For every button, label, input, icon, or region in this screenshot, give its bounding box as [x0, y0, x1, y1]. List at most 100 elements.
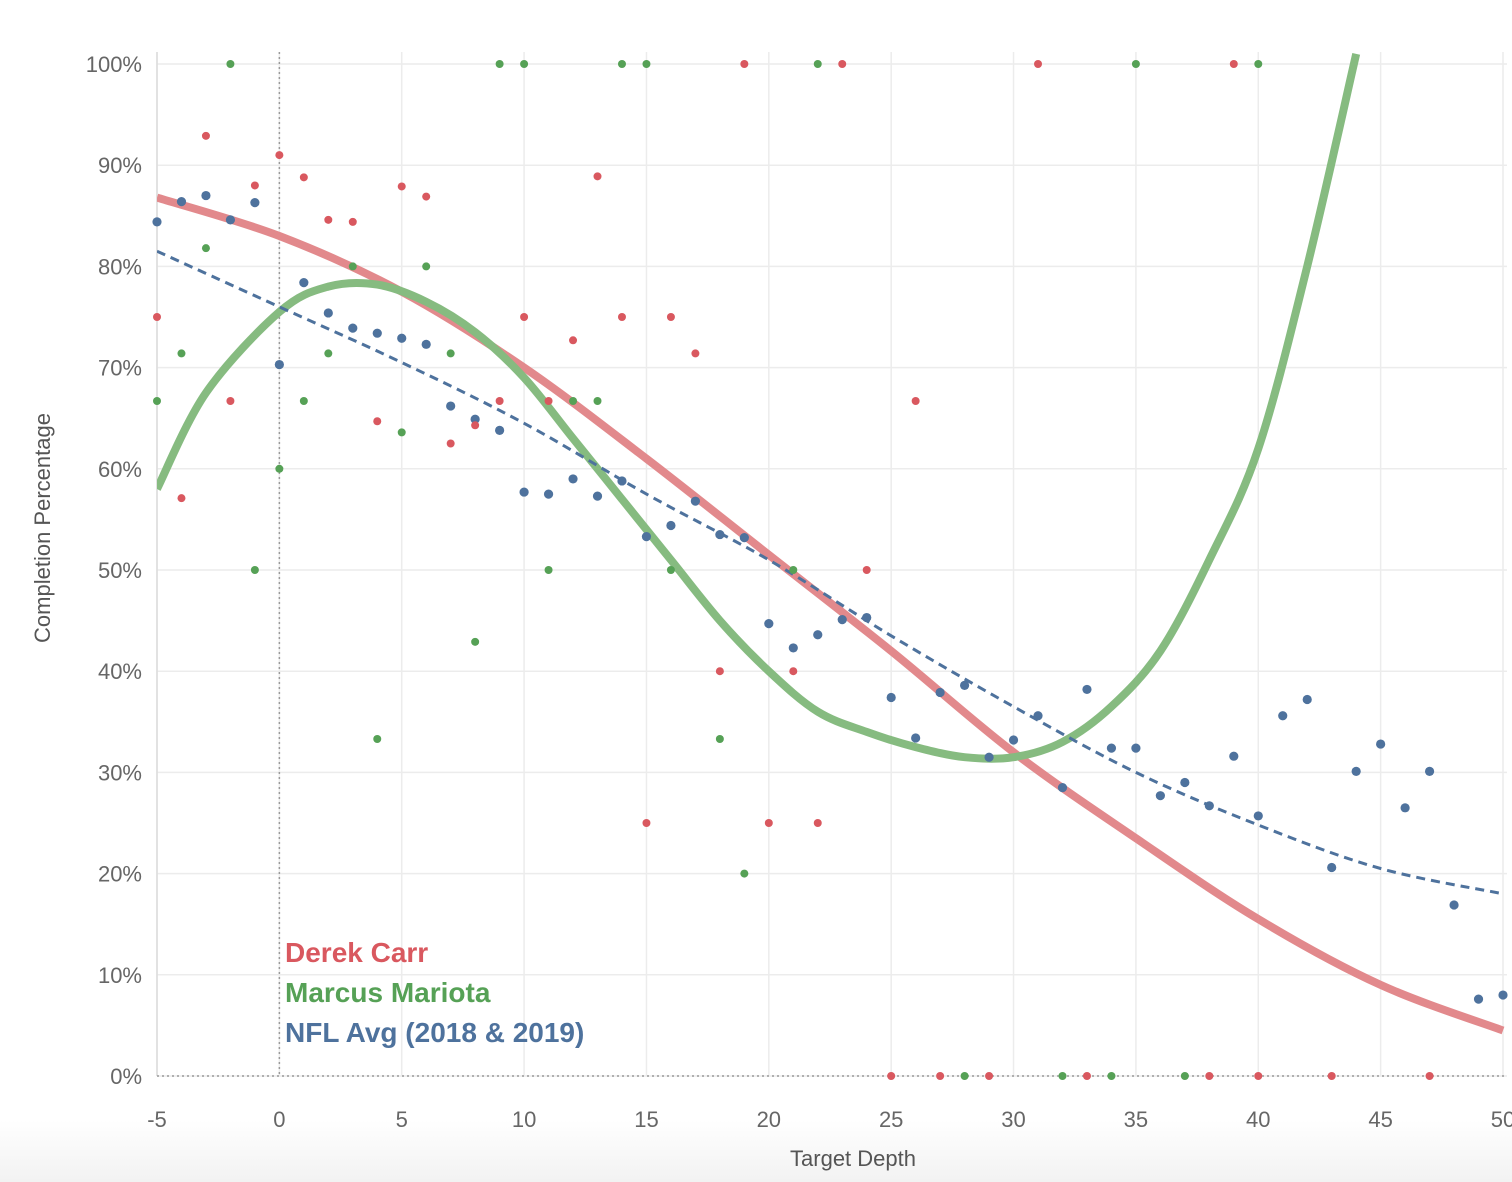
nfl-avg-point [1033, 711, 1043, 721]
derek-carr-point [422, 192, 431, 201]
nfl-avg-point [495, 425, 505, 435]
legend-derek-carr: Derek Carr [285, 937, 428, 968]
legend-marcus-mariota: Marcus Mariota [285, 977, 491, 1008]
axes: -5 0 5 10 15 20 25 30 35 40 45 50 0% 10% 20% 30% 40% 50% 6… [86, 52, 1512, 1132]
x-tick-label: 40 [1246, 1107, 1270, 1132]
derek-carr-point [642, 819, 651, 827]
nfl-avg-point [372, 328, 382, 338]
y-tick-label: 70% [98, 356, 142, 381]
nfl-avg-point [1400, 803, 1410, 813]
nfl-avg-point [788, 643, 798, 653]
nfl-avg-point [911, 733, 921, 743]
marcus-mariota-point [1107, 1072, 1116, 1080]
marcus-mariota-point [544, 566, 553, 574]
derek-carr-point [1229, 60, 1238, 68]
nfl-avg-point [1449, 900, 1459, 910]
marcus-mariota-point [617, 60, 626, 68]
marcus-mariota-point [960, 1072, 969, 1080]
nfl-avg-point [421, 339, 431, 349]
nfl-avg-point [641, 532, 652, 542]
nfl-avg-point [1327, 862, 1337, 873]
derek-carr-point [789, 667, 798, 676]
derek-carr-point [764, 819, 773, 827]
derek-carr-point [446, 439, 455, 448]
marcus-mariota-point [740, 869, 749, 878]
derek-carr-point [201, 131, 210, 140]
nfl-avg-point [1473, 994, 1484, 1004]
nfl-avg-point [1424, 766, 1435, 776]
marcus-mariota-point [789, 566, 798, 574]
nfl-avg-point [470, 414, 480, 424]
marcus-mariota-point [422, 262, 431, 271]
derek-carr-point [226, 396, 235, 405]
x-tick-label: 15 [634, 1107, 658, 1132]
marcus-mariota-point [593, 396, 602, 405]
derek-carr-point [520, 313, 529, 321]
nfl-avg-point [1376, 739, 1386, 749]
x-tick-label: 10 [512, 1107, 536, 1132]
nfl-avg-point [299, 277, 309, 288]
derek-carr-point [593, 172, 602, 181]
derek-carr-point [813, 819, 822, 827]
nfl-avg-point [1278, 711, 1288, 721]
x-tick-label: 25 [879, 1107, 903, 1132]
marcus-mariota-point [642, 60, 651, 68]
derek-carr-point [691, 349, 700, 358]
y-axis-title: Completion Percentage [30, 413, 55, 643]
grid [156, 52, 1507, 1077]
x-tick-label: 5 [396, 1107, 408, 1132]
nfl-avg-point [519, 487, 529, 497]
derek-carr-point [740, 60, 749, 68]
y-tick-label: 80% [98, 254, 142, 279]
marcus-mariota-point [299, 396, 308, 405]
derek-carr-point [348, 217, 357, 226]
derek-carr-point [495, 396, 504, 405]
derek-carr-point [275, 151, 284, 160]
nfl-avg-point [1204, 801, 1214, 811]
nfl-avg-point [592, 491, 603, 501]
derek-carr-point [324, 215, 333, 224]
derek-carr-point [617, 313, 626, 321]
x-axis-title: Target Depth [790, 1146, 916, 1171]
nfl-avg-point [274, 359, 284, 370]
nfl-avg-point [690, 496, 701, 506]
derek-carr-point [985, 1072, 994, 1080]
marcus-mariota-point [666, 566, 675, 574]
trend-lines [157, 52, 1505, 1035]
marcus-mariota-point [397, 428, 406, 437]
nfl-avg-point [862, 612, 872, 623]
marcus-mariota-point [324, 349, 333, 358]
nfl-avg-point [1498, 990, 1508, 1000]
nfl-avg-trend-line [157, 249, 1504, 896]
marcus-mariota-point [201, 244, 210, 253]
derek-carr-point [715, 667, 724, 676]
nfl-avg-point [935, 687, 945, 698]
derek-carr-point [544, 396, 553, 405]
y-tick-label: 100% [86, 52, 142, 77]
marcus-mariota-point [348, 262, 357, 271]
nfl-avg-point [1057, 782, 1068, 793]
nfl-avg-point [1229, 751, 1239, 761]
marcus-mariota-point [1058, 1072, 1067, 1080]
nfl-avg-point [1180, 777, 1190, 788]
bottom-fade [0, 1120, 1512, 1182]
x-tick-label: 35 [1124, 1107, 1148, 1132]
legend-nfl-avg: NFL Avg (2018 & 2019) [285, 1017, 584, 1048]
y-tick-label: 90% [98, 153, 142, 178]
marcus-mariota-point [226, 60, 235, 68]
nfl-avg-point [739, 533, 749, 543]
nfl-avg-point [152, 217, 162, 227]
nfl-avg-point [886, 692, 896, 703]
marcus-mariota-point [177, 349, 186, 358]
y-tick-label: 30% [98, 760, 142, 785]
marcus-mariota-point [153, 396, 161, 405]
derek-carr-point [1425, 1072, 1434, 1080]
x-tick-label: -5 [147, 1107, 167, 1132]
marcus-mariota-point [715, 735, 724, 744]
nfl-avg-point [176, 197, 187, 207]
x-tick-label: 45 [1368, 1107, 1392, 1132]
derek-carr-point [299, 173, 308, 182]
nfl-avg-point [1155, 791, 1165, 801]
marcus-mariota-point [250, 566, 259, 574]
nfl-avg-point [1008, 735, 1019, 745]
